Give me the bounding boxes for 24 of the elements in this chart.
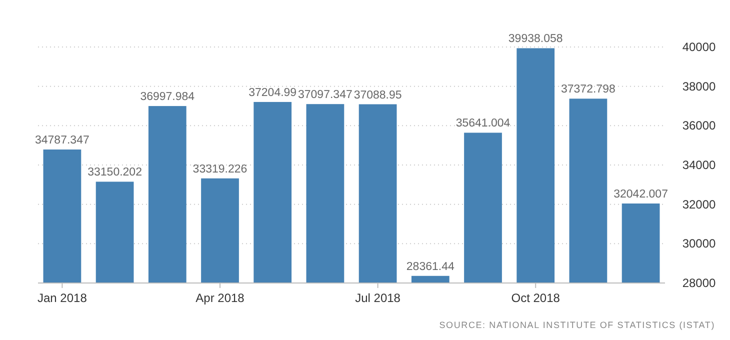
y-tick-label: 32000 (682, 197, 716, 212)
data-label: 37097.347 (298, 89, 352, 102)
data-label: 37088.95 (354, 89, 402, 102)
y-tick-label: 34000 (682, 158, 716, 172)
data-label: 33319.226 (192, 163, 248, 176)
y-tick-label: 28000 (682, 276, 716, 290)
data-label: 34787.347 (35, 134, 90, 147)
data-label: 39938.058 (508, 33, 563, 46)
data-label: 36997.984 (140, 91, 196, 104)
data-label: 35641.004 (456, 118, 511, 130)
source-note: SOURCE: NATIONAL INSTITUTE OF STATISTICS (ISTAT) (439, 320, 715, 330)
x-tick-label: Oct 2018 (511, 291, 560, 305)
y-tick-label: 40000 (682, 40, 716, 54)
x-tick-label: Jul 2018 (355, 291, 401, 305)
data-label: 37204.99 (248, 86, 297, 99)
data-label: 33150.202 (88, 166, 142, 179)
y-tick-label: 38000 (682, 79, 716, 94)
y-tick-label: 36000 (682, 118, 716, 133)
data-label: 32042.007 (614, 188, 668, 201)
x-tick-label: Apr 2018 (196, 291, 245, 305)
data-label: 28361.44 (406, 260, 455, 273)
data-label: 37372.798 (561, 84, 616, 96)
x-tick-label: Jan 2018 (38, 291, 88, 305)
y-tick-label: 30000 (682, 236, 716, 251)
